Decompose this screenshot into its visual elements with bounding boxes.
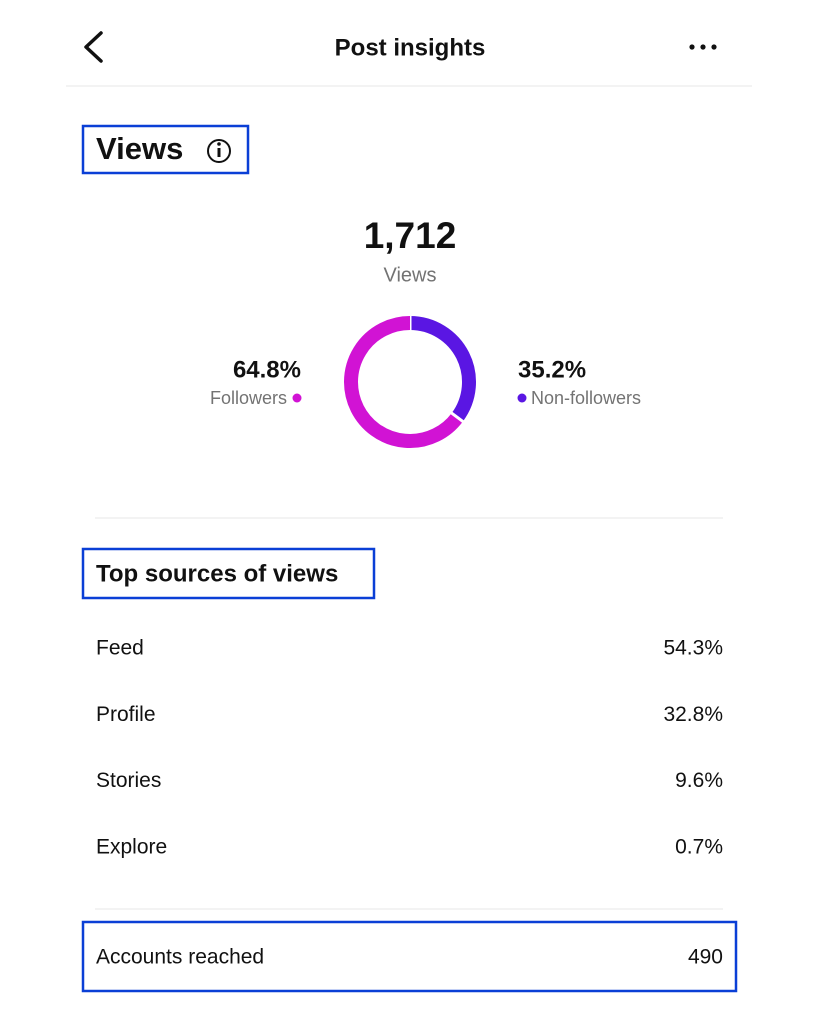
segment-value: 35.2% — [518, 356, 586, 383]
donut — [344, 314, 476, 448]
highlight-box — [81, 124, 250, 175]
highlight-box — [81, 547, 376, 600]
source-value: 32.8% — [663, 703, 723, 726]
segment-value: 64.8% — [233, 356, 301, 383]
legend-dot — [292, 393, 302, 403]
header-title: Post insights — [335, 34, 486, 61]
source-value: 0.7% — [675, 835, 723, 858]
source-list: Feed 54.3% Profile 32.8% Stories 9.6% Explore 0… — [96, 637, 723, 859]
source-name: Profile — [96, 703, 156, 726]
legend-dot — [517, 393, 527, 403]
info-icon[interactable] — [207, 139, 231, 163]
source-name: Explore — [96, 835, 167, 858]
source-name: Stories — [96, 769, 161, 792]
source-value: 9.6% — [675, 769, 723, 792]
source-name: Feed — [96, 637, 144, 660]
highlight-box — [81, 920, 738, 993]
reach-value: 490 — [688, 946, 723, 969]
donut-segment — [344, 316, 463, 448]
donut-segment — [409, 316, 476, 422]
segment-gap — [449, 410, 466, 424]
section-title: Views — [96, 131, 183, 166]
source-value: 54.3% — [663, 637, 723, 660]
section-title: Top sources of views — [96, 560, 338, 587]
views-total: 1,712 — [364, 215, 457, 256]
reach-label: Accounts reached — [96, 946, 264, 969]
segment-name: Non-followers — [531, 388, 641, 408]
views-label: Views — [384, 264, 437, 286]
segment-name: Followers — [210, 388, 287, 408]
more-button[interactable] — [689, 44, 717, 50]
back-button[interactable] — [84, 31, 103, 63]
